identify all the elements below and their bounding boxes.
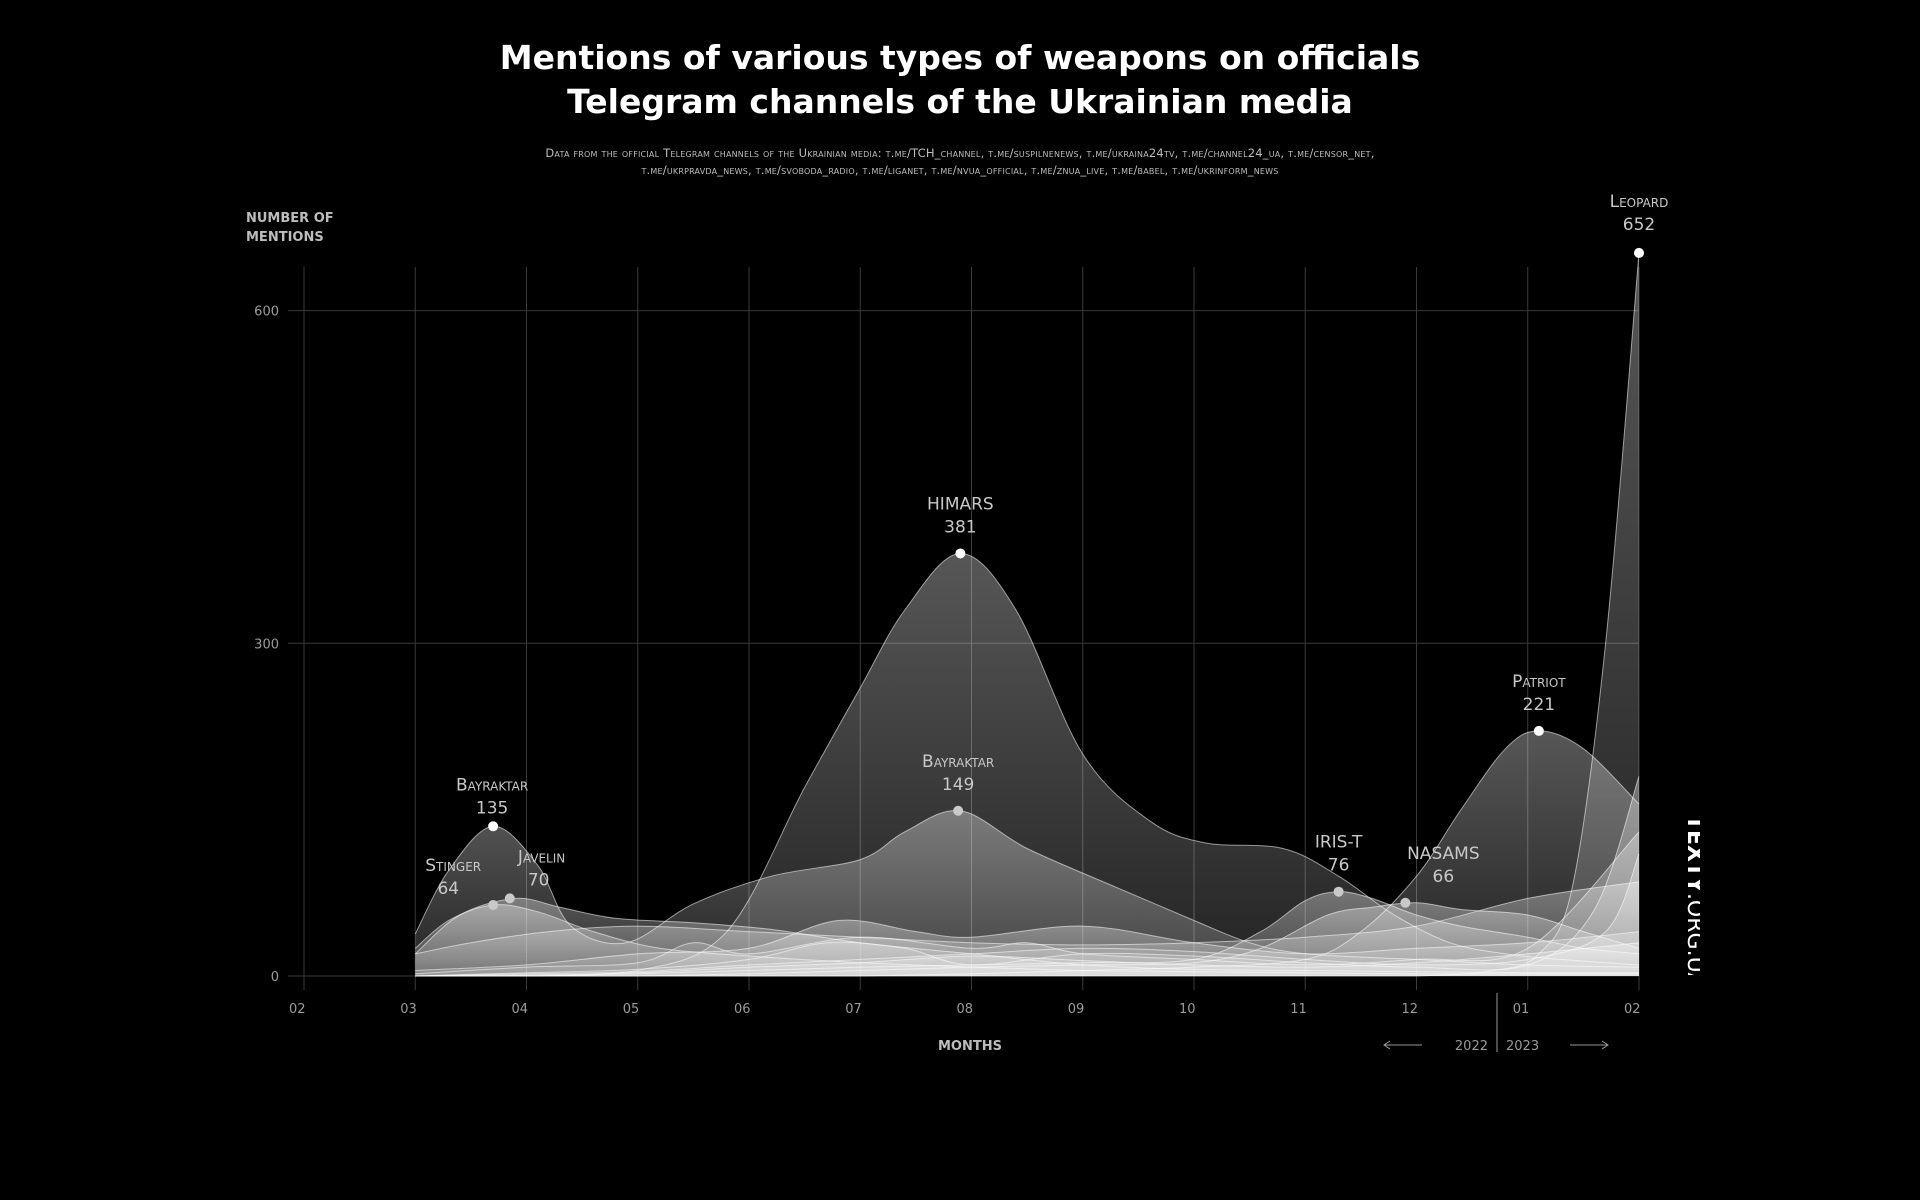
svg-text:TEXTY.ORG.UA: TEXTY.ORG.UA xyxy=(1682,815,1700,975)
x-axis-label: MONTHS xyxy=(938,1039,1002,1054)
annotation-name: HIMARS xyxy=(927,494,994,514)
annotation-value: 76 xyxy=(1328,856,1350,876)
title-line-1: Mentions of various types of weapons on … xyxy=(499,38,1421,77)
chart-subtitle: Data from the official Telegram channels… xyxy=(410,145,1510,179)
annotation-name: IRIS-T xyxy=(1315,833,1363,853)
x-tick-label: 02 xyxy=(1624,1002,1641,1017)
annotation-marker xyxy=(488,900,499,911)
brand-logo: TEXTY.ORG.UA xyxy=(1682,815,1700,975)
axes: 02 03 04 05 06 07 08 09 10 11 12 01 02 0 300 600 xyxy=(254,305,1640,1017)
annotation-value: 70 xyxy=(528,870,550,890)
y-axis-label: NUMBER OF MENTIONS xyxy=(246,209,356,247)
series-area-himars xyxy=(415,553,1639,976)
year-right: 2023 xyxy=(1506,1039,1539,1054)
x-tick-label: 07 xyxy=(845,1002,862,1017)
annotation-name: Javelin xyxy=(517,847,565,867)
annotation-marker xyxy=(488,821,499,832)
x-tick-label: 02 xyxy=(289,1002,306,1017)
y-axis-label-line-2: MENTIONS xyxy=(246,230,324,245)
annotation-marker xyxy=(953,805,964,816)
series-line-other-13 xyxy=(415,942,1640,977)
y-tick-label: 300 xyxy=(254,637,279,652)
x-tick-label: 08 xyxy=(957,1002,974,1017)
annotation-name: Bayraktar xyxy=(456,775,528,795)
annotation-marker xyxy=(1533,725,1544,736)
series-areas xyxy=(414,252,1640,977)
annotation-marker xyxy=(1333,886,1344,897)
x-tick-label: 09 xyxy=(1068,1002,1085,1017)
annotation-value: 135 xyxy=(476,798,508,818)
year-left: 2022 xyxy=(1455,1039,1488,1054)
annotation-marker xyxy=(504,893,515,904)
subtitle-line-1: Data from the official Telegram channels… xyxy=(545,146,1375,160)
x-tick-label: 05 xyxy=(623,1002,640,1017)
annotation-name: NASAMS xyxy=(1407,844,1480,864)
year-indicator: 2022 2023 xyxy=(1383,993,1609,1054)
annotation-name: Leopard xyxy=(1610,192,1669,212)
series-line-other-9 xyxy=(415,919,1640,971)
subtitle-line-2: t.me/ukrpravda_news, t.me/svoboda_radio,… xyxy=(641,163,1279,177)
x-tick-label: 10 xyxy=(1179,1002,1196,1017)
brand-bold: TEXTY xyxy=(1682,815,1700,894)
arrow-left-icon xyxy=(1383,1040,1391,1050)
annotation-value: 64 xyxy=(437,879,459,899)
annotation-name: Stinger xyxy=(425,856,481,876)
arrow-right-icon xyxy=(1601,1040,1609,1050)
annotation-marker xyxy=(1400,897,1411,908)
y-tick-label: 0 xyxy=(271,970,279,985)
brand-rest: .ORG.UA xyxy=(1682,893,1700,975)
annotation-value: 66 xyxy=(1433,867,1455,887)
annotation-value: 221 xyxy=(1523,695,1555,715)
x-tick-label: 11 xyxy=(1290,1002,1307,1017)
title-line-2: Telegram channels of the Ukrainian media xyxy=(567,82,1353,121)
x-tick-label: 06 xyxy=(734,1002,751,1017)
annotation-marker xyxy=(1634,247,1644,258)
x-tick-label: 01 xyxy=(1513,1002,1530,1017)
y-tick-label: 600 xyxy=(254,305,279,320)
series-line-other-10 xyxy=(415,831,1640,975)
annotation-name: Bayraktar xyxy=(922,752,994,772)
annotation-value: 381 xyxy=(944,517,976,537)
annotation-value: 652 xyxy=(1623,215,1655,235)
y-axis-label-line-1: NUMBER OF xyxy=(246,211,334,226)
x-tick-label: 12 xyxy=(1402,1002,1419,1017)
x-tick-label: 03 xyxy=(400,1002,417,1017)
x-tick-label: 04 xyxy=(512,1002,529,1017)
series-area-other-13 xyxy=(415,942,1639,976)
annotation-marker xyxy=(955,548,966,559)
chart-title: Mentions of various types of weapons on … xyxy=(0,36,1920,124)
annotations: Bayraktar 135 Stinger 64 Javelin 70 HIMARS 381 B… xyxy=(425,192,1669,911)
annotation-name: Patriot xyxy=(1512,672,1566,692)
annotation-value: 149 xyxy=(942,775,974,795)
